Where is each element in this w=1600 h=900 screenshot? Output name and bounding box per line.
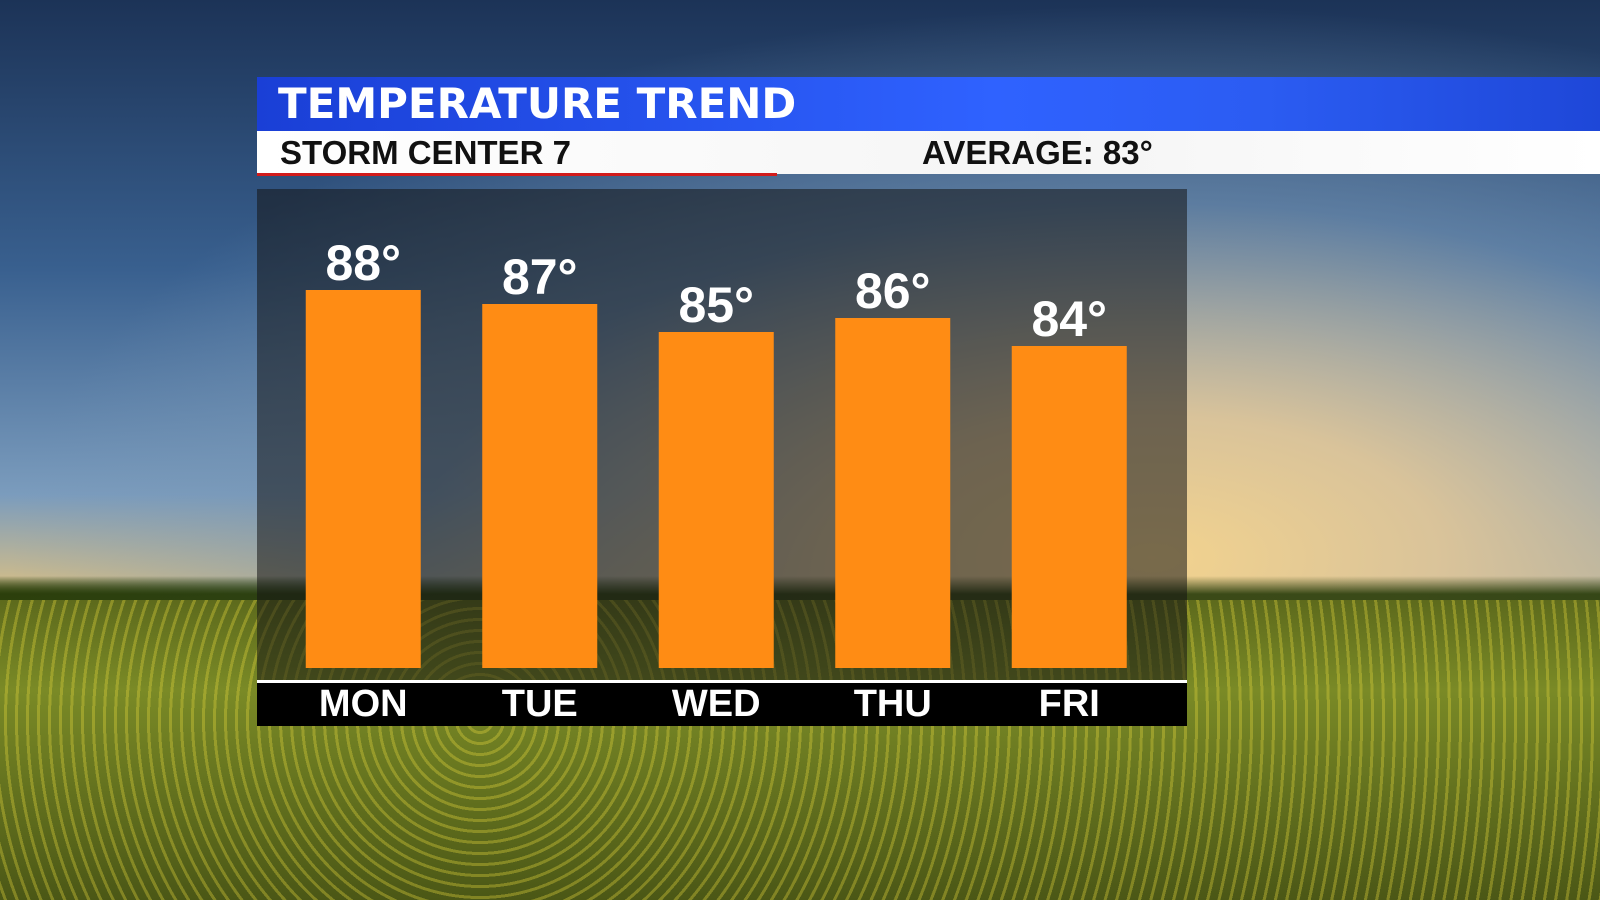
bar <box>305 290 421 668</box>
chart-subtitle: STORM CENTER 7 <box>280 134 571 171</box>
x-tick-label: TUE <box>502 683 578 725</box>
value-label: 84° <box>1031 291 1107 347</box>
x-tick-label: FRI <box>1039 683 1100 725</box>
value-label: 85° <box>678 277 754 333</box>
x-tick-label: THU <box>854 683 932 725</box>
bar <box>835 318 951 668</box>
title-bar <box>257 77 1600 131</box>
value-label: 86° <box>855 263 931 319</box>
value-label: 87° <box>502 249 578 305</box>
average-label: AVERAGE: 83° <box>922 134 1153 171</box>
x-tick-label: WED <box>672 683 761 725</box>
bar <box>1011 346 1127 668</box>
value-label: 88° <box>325 235 401 291</box>
subtitle-bar <box>257 131 1600 174</box>
bar <box>658 332 774 668</box>
label-strip <box>257 682 1187 726</box>
x-tick-label: MON <box>319 683 408 725</box>
chart-title: TEMPERATURE TREND <box>278 79 796 128</box>
bar <box>482 304 598 668</box>
baseline <box>257 680 1187 683</box>
accent-line <box>257 173 777 176</box>
